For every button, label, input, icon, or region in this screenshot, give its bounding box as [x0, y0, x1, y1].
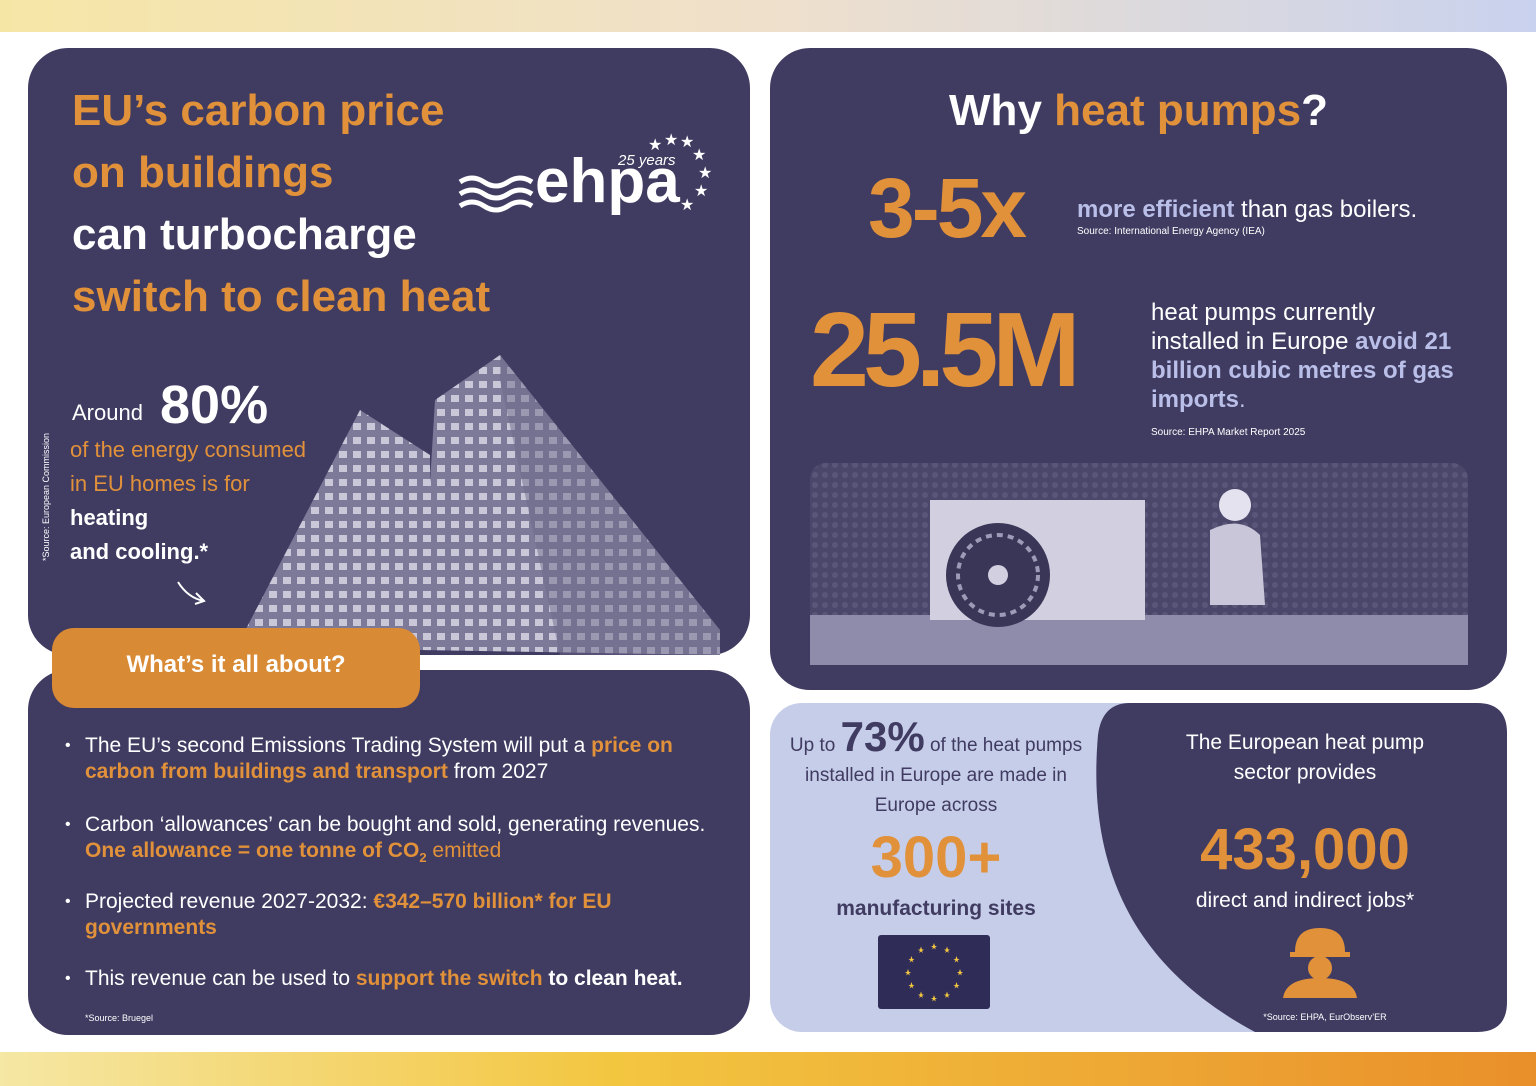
- flag-star: [931, 943, 937, 950]
- jobs-value: 433,000: [1200, 817, 1410, 882]
- svg-text:★: ★: [692, 147, 706, 164]
- text: This revenue can be used to: [85, 967, 351, 990]
- logo-name: ehpa: [535, 147, 680, 216]
- flag-star: [918, 946, 924, 953]
- value: 73%: [840, 713, 925, 760]
- jobs-intro: The European heat pump sector provides: [1185, 731, 1425, 784]
- svg-text:★: ★: [648, 137, 662, 154]
- flag-star: [957, 969, 963, 976]
- text: Carbon ‘allowances’ can be bought and so…: [85, 813, 706, 836]
- highlight: more efficient: [1077, 196, 1235, 223]
- stat-value: 80%: [160, 375, 269, 435]
- text: than gas boilers.: [1241, 196, 1418, 223]
- bottom-band: [0, 1052, 1536, 1086]
- text: Projected revenue 2027-2032:: [85, 890, 368, 913]
- worker-icon: [1283, 928, 1357, 998]
- bullet: This revenue can be used to support the …: [65, 966, 735, 992]
- flag-star: [953, 956, 960, 963]
- source: *Source: Bruegel: [85, 1013, 154, 1023]
- bullet: Carbon ‘allowances’ can be bought and so…: [65, 812, 735, 871]
- stat-lead: Around: [72, 400, 143, 425]
- bullet: Projected revenue 2027-2032: €342–570 bi…: [65, 889, 735, 941]
- highlight: €342–570 billion* for EU governments: [85, 890, 612, 939]
- source: Source: EHPA Market Report 2025: [1151, 427, 1306, 438]
- source: *Source: European Commission: [41, 432, 52, 562]
- title-line: EU’s carbon price: [72, 86, 445, 135]
- highlight: support the switch: [355, 967, 543, 990]
- highlight: avoid 21 billion cubic metres of gas imp…: [1151, 328, 1454, 413]
- top-band: [0, 0, 1536, 32]
- svg-text:★: ★: [694, 183, 708, 200]
- source: *Source: EHPA, EurObserv’ER: [1263, 1012, 1387, 1022]
- flag-star: [905, 969, 911, 976]
- text: from 2027: [453, 760, 549, 783]
- text: to clean heat.: [548, 967, 683, 990]
- bullet: The EU’s second Emissions Trading System…: [65, 733, 735, 785]
- svg-text:★: ★: [664, 132, 678, 149]
- flag-star: [908, 982, 915, 989]
- flag-star: [944, 991, 950, 999]
- stat-emphasis: heating: [70, 505, 149, 530]
- text: of the heat pumps installed in Europe ar…: [805, 735, 1083, 816]
- text: Why: [949, 86, 1042, 135]
- arrow: [177, 581, 206, 605]
- svg-text:★: ★: [680, 197, 694, 214]
- source: Source: International Energy Agency (IEA…: [1077, 226, 1265, 237]
- stat-text: in EU homes is for: [70, 471, 250, 496]
- flag-star: [908, 956, 915, 963]
- photo: [810, 463, 1468, 665]
- highlight: One allowance = one tonne of CO: [85, 839, 420, 862]
- installed-value: 25.5M: [810, 291, 1081, 409]
- text: .: [1239, 386, 1246, 413]
- text: heat pumps currently installed in Europe: [1151, 299, 1376, 355]
- panel: [1096, 703, 1507, 1032]
- subscript: 2: [419, 850, 427, 866]
- text: Up to: [789, 735, 836, 756]
- svg-text:★: ★: [698, 165, 712, 182]
- svg-text:★: ★: [680, 134, 694, 151]
- title-line: can turbocharge: [72, 210, 417, 259]
- tab-heading: What’s it all about?: [126, 651, 346, 678]
- tab: [52, 628, 420, 708]
- title-line: on buildings: [72, 148, 334, 197]
- title-line: switch to clean heat: [72, 272, 491, 321]
- text: The EU’s second Emissions Trading System…: [85, 734, 586, 757]
- why-title: Why heat pumps?: [770, 86, 1507, 136]
- flag-star: [931, 995, 937, 1002]
- efficiency-text: more efficient than gas boilers.: [1077, 196, 1417, 224]
- stat-emphasis: and cooling.*: [70, 539, 209, 564]
- text: emitted: [432, 839, 502, 862]
- stat-text: of the energy consumed: [70, 437, 307, 462]
- logo-waves: [458, 175, 534, 213]
- sites-label: manufacturing sites: [836, 897, 1036, 920]
- flag-star: [918, 991, 924, 999]
- highlight: heat pumps: [1054, 86, 1302, 135]
- text: ?: [1301, 86, 1328, 135]
- eu-flag: [878, 935, 990, 1009]
- building: [235, 355, 720, 655]
- logo-stars: ★ ★ ★★★★★: [648, 132, 712, 214]
- efficiency-value: 3-5x: [868, 161, 1027, 255]
- logo-years: 25 years: [618, 152, 676, 169]
- highlight: price on carbon from buildings and trans…: [85, 734, 673, 783]
- flag-star: [953, 982, 960, 989]
- manufacturing-text: Up to 73% of the heat pumps installed in…: [786, 716, 1086, 821]
- flag-star: [944, 946, 950, 953]
- sites-value: 300+: [870, 825, 1002, 890]
- jobs-label: direct and indirect jobs*: [1195, 889, 1415, 912]
- installed-text: heat pumps currently installed in Europe…: [1151, 298, 1461, 414]
